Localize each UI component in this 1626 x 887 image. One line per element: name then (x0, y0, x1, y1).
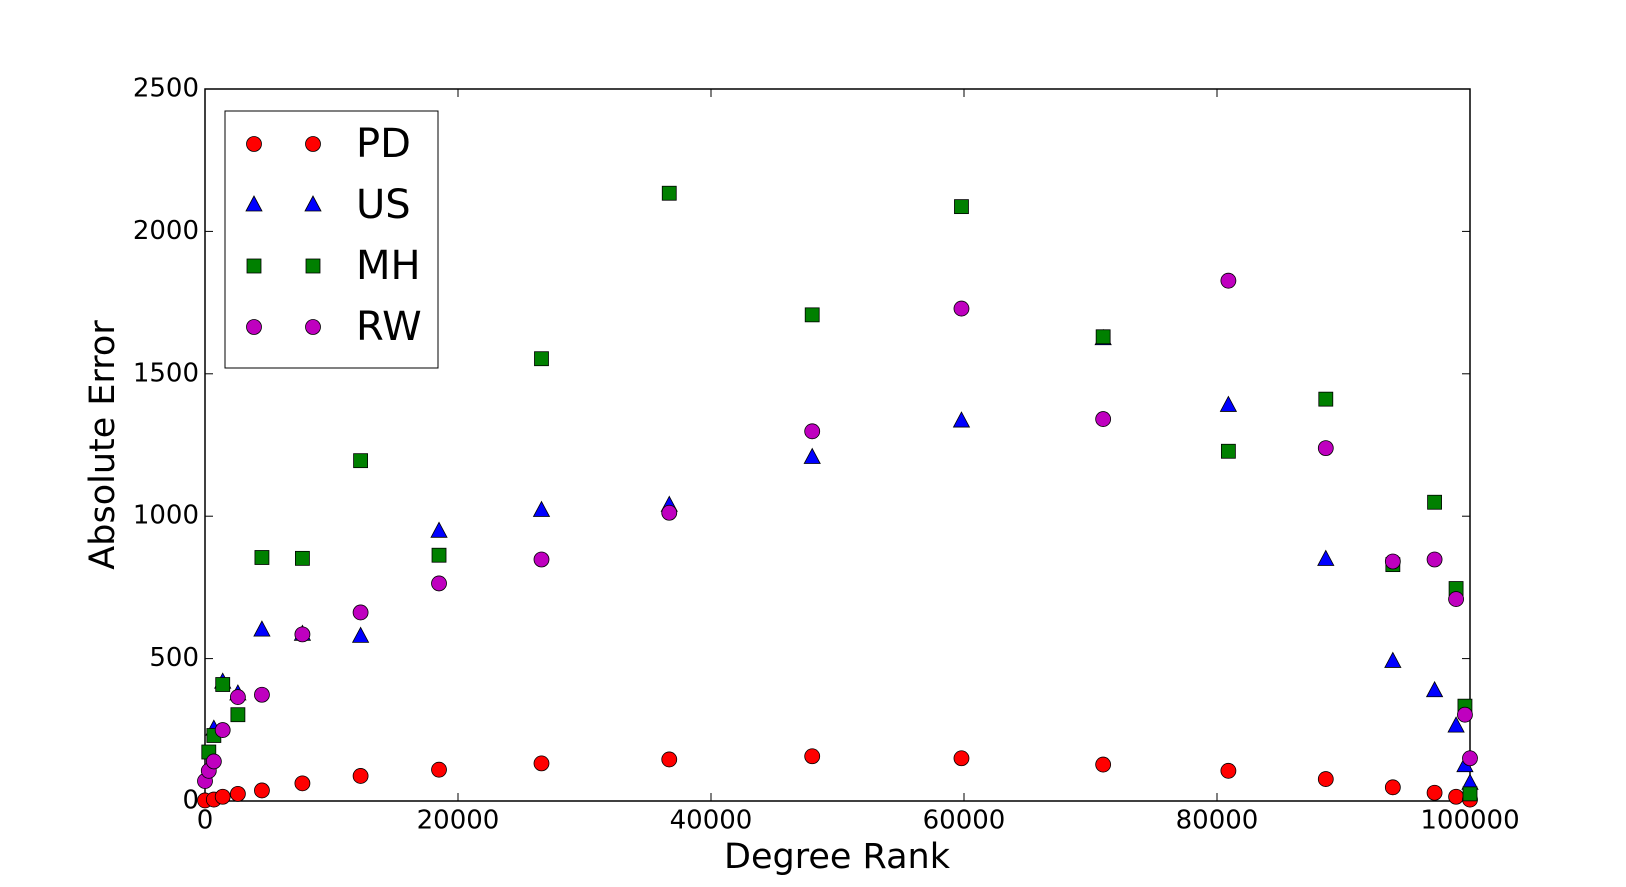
point (1220, 272, 1237, 289)
legend-marker (245, 195, 263, 212)
point (230, 707, 246, 723)
legend-marker (246, 319, 262, 335)
point (804, 307, 820, 323)
point (431, 761, 447, 778)
point (1384, 779, 1401, 796)
point (205, 753, 222, 770)
point (661, 185, 677, 201)
point (352, 604, 369, 621)
legend-label: PD (356, 121, 411, 167)
point (952, 411, 971, 428)
point (533, 551, 550, 568)
point (431, 547, 447, 563)
point (804, 423, 821, 440)
point (1426, 784, 1443, 801)
point (1462, 750, 1478, 767)
point (254, 782, 270, 799)
point (229, 785, 246, 802)
point (295, 550, 310, 566)
point (294, 775, 311, 792)
y-tick-label: 2000 (133, 216, 199, 246)
y-tick-label: 500 (149, 643, 199, 673)
point (1427, 494, 1442, 510)
point (954, 199, 969, 215)
point (214, 788, 231, 805)
y-tick-label: 1000 (133, 501, 199, 531)
legend-marker (305, 258, 321, 274)
point (1462, 786, 1478, 802)
y-tick-label: 0 (182, 786, 199, 816)
point (254, 686, 270, 703)
point (1425, 680, 1444, 698)
point (953, 750, 970, 767)
point (1220, 762, 1237, 779)
point (1384, 553, 1401, 570)
legend-marker (246, 258, 262, 274)
point (803, 447, 821, 464)
x-tick-label: 100000 (1420, 806, 1519, 836)
point (1447, 716, 1465, 733)
point (215, 677, 231, 692)
legend-marker (304, 195, 322, 212)
point (804, 748, 821, 765)
y-tick-label: 1500 (133, 358, 199, 388)
point (214, 722, 231, 738)
point (1426, 551, 1443, 568)
point (254, 550, 270, 565)
point (1219, 395, 1238, 412)
legend-label: US (356, 182, 411, 228)
x-tick-label: 80000 (1176, 806, 1259, 836)
legend-marker (246, 136, 262, 152)
point (1095, 329, 1111, 345)
legend-label: RW (356, 304, 422, 350)
x-axis-label: Degree Rank (724, 837, 951, 877)
point (294, 626, 311, 643)
point (351, 626, 370, 643)
point (430, 521, 448, 538)
point (352, 768, 369, 784)
point (431, 575, 447, 592)
point (1448, 788, 1464, 805)
point (1457, 706, 1473, 723)
point (1448, 591, 1464, 607)
point (1095, 411, 1112, 427)
point (1317, 440, 1334, 457)
point (229, 689, 246, 705)
point (532, 500, 551, 517)
legend-marker (305, 319, 321, 335)
point (253, 620, 271, 637)
point (661, 751, 678, 768)
point (533, 755, 550, 772)
x-tick-label: 60000 (923, 806, 1006, 836)
point (1317, 549, 1335, 566)
legend-label: MH (356, 243, 421, 289)
x-tick-label: 20000 (417, 806, 500, 836)
point (1220, 443, 1236, 459)
point (661, 504, 678, 521)
point (353, 453, 368, 469)
y-axis-label: Absolute Error (83, 320, 123, 570)
legend-marker (305, 136, 321, 152)
plot-frame (204, 88, 1471, 802)
point (1095, 756, 1112, 773)
point (1384, 651, 1402, 668)
point (1318, 391, 1334, 407)
x-tick-label: 40000 (670, 806, 753, 836)
point (953, 300, 970, 317)
x-tick-label: 0 (197, 806, 214, 836)
point (1317, 771, 1334, 787)
point (534, 351, 549, 367)
y-tick-label: 2500 (133, 74, 199, 104)
